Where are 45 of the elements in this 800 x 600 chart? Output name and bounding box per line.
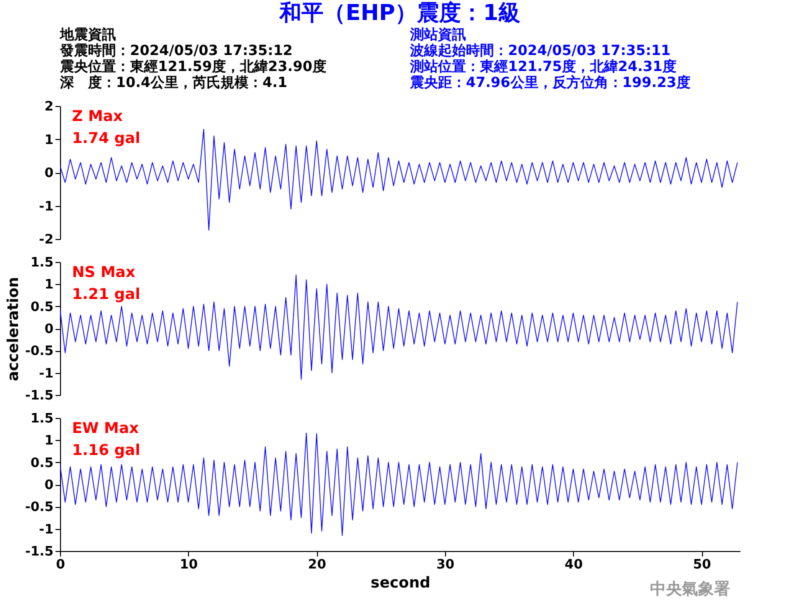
y-tick-label: 1 (44, 132, 54, 148)
text: 波線起始時間：2024/05/03 17:35:11 (409, 43, 671, 59)
text: 發震時間：2024/05/03 17:35:12 (59, 43, 293, 59)
y-tick-label: -1.5 (25, 388, 54, 404)
annotation: Z Max (72, 107, 124, 125)
text: 和平（EHP）震度：1級 (278, 0, 520, 26)
line-series (60, 128, 738, 231)
x-tick-label: 0 (56, 558, 66, 572)
x-tick-label: 50 (692, 558, 712, 572)
y-tick-label: -0.5 (25, 500, 54, 516)
y-tick-label: -0.5 (25, 344, 54, 360)
x-axis-title: second (370, 574, 430, 592)
text: 測站資訊 (409, 26, 466, 43)
x-tick-label: 10 (180, 558, 198, 572)
x-tick-label: 30 (436, 558, 454, 572)
annotation: EW Max (72, 419, 140, 437)
annotation: NS Max (72, 263, 136, 281)
y-tick-label: 0.5 (30, 456, 54, 471)
y-tick-label: 0.5 (30, 300, 54, 315)
x-tick-label: 40 (564, 558, 583, 572)
annotation: 1.74 gal (72, 129, 140, 147)
text: 地震資訊 (59, 26, 116, 43)
y-tick-label: -1 (39, 366, 54, 382)
y-tick-label: -1 (39, 199, 54, 214)
y-tick-label: -2 (39, 232, 54, 248)
y-tick-label: 1 (44, 278, 54, 293)
annotation: 1.21 gal (72, 285, 140, 303)
y-tick-label: 0 (44, 478, 54, 493)
y-tick-label: 0 (44, 166, 54, 181)
y-tick-label: 0 (44, 322, 54, 337)
y-tick-label: 1 (44, 434, 54, 449)
y-tick-label: -1.5 (25, 544, 54, 560)
y-tick-label: -1 (39, 522, 54, 538)
y-tick-label: 1.5 (30, 256, 54, 270)
y-axis-title: acceleration (4, 276, 22, 382)
y-tick-label: 1.5 (30, 412, 54, 426)
y-tick-label: 2 (44, 100, 54, 114)
annotation: 1.16 gal (72, 441, 140, 459)
text: 深 度：10.4公里，芮氏規模：4.1 (59, 74, 288, 91)
line-series (60, 432, 738, 536)
text: 震央位置：東經121.59度，北緯23.90度 (59, 58, 326, 75)
x-tick-label: 20 (308, 558, 326, 572)
text: 測站位置：東經121.75度，北緯24.31度 (409, 58, 676, 75)
text: 震央距：47.96公里，反方位角：199.23度 (409, 74, 690, 91)
text: 中央氣象署 (650, 579, 730, 598)
